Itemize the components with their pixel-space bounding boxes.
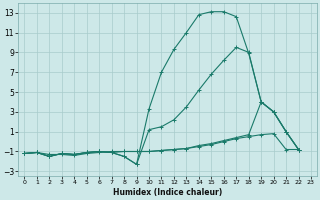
X-axis label: Humidex (Indice chaleur): Humidex (Indice chaleur): [113, 188, 222, 197]
